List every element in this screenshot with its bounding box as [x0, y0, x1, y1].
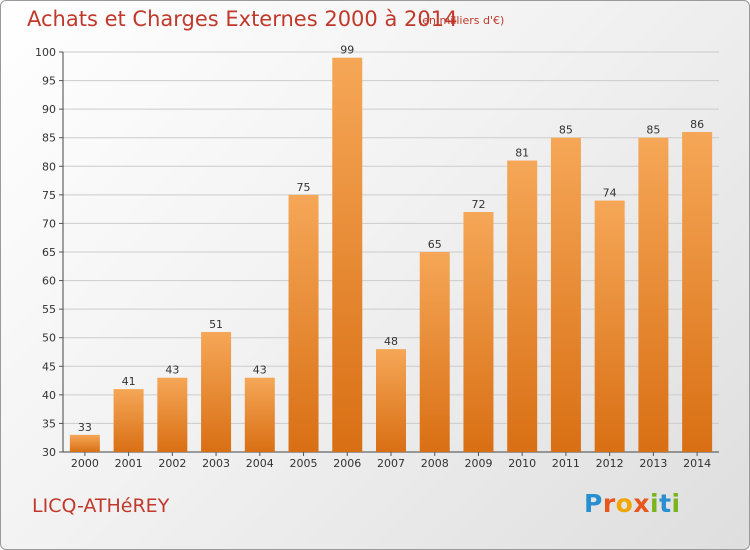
data-label: 43	[165, 364, 179, 377]
y-tick-label: 85	[42, 132, 56, 145]
bar	[682, 132, 713, 452]
x-tick-label: 2011	[552, 457, 580, 470]
bar	[419, 252, 450, 452]
y-tick-label: 100	[35, 46, 56, 59]
bar	[376, 349, 406, 452]
y-tick-label: 65	[42, 246, 56, 259]
x-tick-label: 2009	[464, 457, 492, 470]
bar	[157, 377, 188, 452]
x-tick-label: 2001	[115, 457, 143, 470]
data-label: 33	[78, 421, 92, 434]
brand-letter: i	[671, 489, 681, 518]
bar	[463, 212, 494, 452]
y-tick-label: 35	[42, 417, 56, 430]
x-tick-label: 2014	[683, 457, 711, 470]
y-tick-label: 55	[42, 303, 56, 316]
data-label: 85	[559, 124, 573, 137]
bar	[332, 57, 363, 452]
bar	[594, 200, 625, 452]
data-label: 75	[297, 181, 311, 194]
x-tick-label: 2008	[421, 457, 449, 470]
bar	[69, 434, 100, 452]
y-tick-label: 30	[42, 446, 56, 459]
brand-letter: t	[659, 489, 672, 518]
brand-logo: Proxiti	[584, 489, 681, 518]
y-tick-label: 60	[42, 275, 56, 288]
data-label: 85	[646, 124, 660, 137]
data-label: 41	[122, 375, 136, 388]
x-tick-label: 2000	[71, 457, 99, 470]
data-label: 48	[384, 335, 398, 348]
brand-letter: P	[584, 489, 603, 518]
x-tick-label: 2005	[290, 457, 318, 470]
y-tick-label: 50	[42, 332, 56, 345]
data-label: 74	[603, 187, 617, 200]
brand-letter: x	[633, 489, 650, 518]
y-tick-label: 70	[42, 217, 56, 230]
commune-name: LICQ-ATHéREY	[32, 495, 170, 517]
data-label: 51	[209, 318, 223, 331]
x-tick-label: 2004	[246, 457, 274, 470]
x-tick-label: 2010	[508, 457, 536, 470]
bar	[244, 377, 275, 452]
x-tick-label: 2013	[639, 457, 667, 470]
brand-letter: r	[602, 489, 616, 518]
bar	[288, 194, 319, 452]
x-tick-label: 2012	[596, 457, 624, 470]
x-tick-label: 2007	[377, 457, 405, 470]
data-label: 99	[340, 44, 354, 57]
x-tick-label: 2003	[202, 457, 230, 470]
brand-letter: i	[650, 489, 660, 518]
bar	[638, 137, 669, 452]
y-tick-label: 45	[42, 360, 56, 373]
bar	[201, 332, 232, 452]
bar	[113, 389, 144, 452]
brand-letter: o	[615, 489, 634, 518]
data-label: 86	[690, 118, 704, 131]
chart-title: Achats et Charges Externes 2000 à 2014	[27, 7, 458, 31]
data-label: 43	[253, 364, 267, 377]
y-tick-label: 80	[42, 160, 56, 173]
y-tick-label: 95	[42, 75, 56, 88]
bar	[507, 160, 538, 453]
y-tick-label: 90	[42, 103, 56, 116]
data-label: 72	[471, 198, 485, 211]
bar	[550, 137, 581, 452]
x-tick-label: 2002	[158, 457, 186, 470]
y-tick-label: 75	[42, 189, 56, 202]
data-label: 81	[515, 147, 529, 160]
y-tick-label: 40	[42, 389, 56, 402]
x-tick-label: 2006	[333, 457, 361, 470]
chart-unit: (en milliers d'€)	[418, 14, 505, 27]
data-label: 65	[428, 238, 442, 251]
